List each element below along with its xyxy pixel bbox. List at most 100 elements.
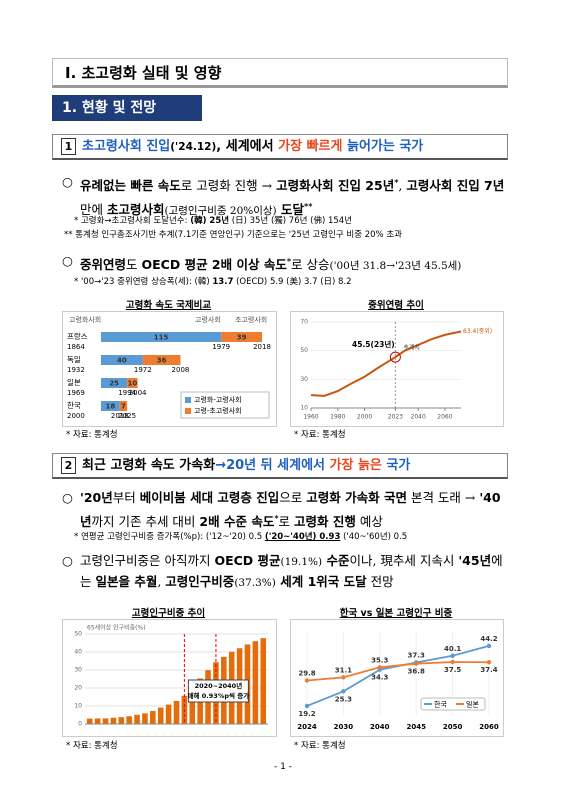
text-run: 수준	[322, 553, 350, 568]
text-run: 도	[126, 257, 142, 273]
chart: 10 30 50 70 1960 1980 2000 2023 2040 2060 45.5(23년…	[290, 311, 504, 427]
legend-box	[420, 697, 486, 711]
year-label: 2018	[111, 412, 129, 420]
text-run: 까지 기존 추세 대비	[91, 514, 200, 530]
text-run: (37.3%)	[234, 577, 276, 589]
y-tick-label: 70	[300, 319, 308, 326]
x-tick-label: 1960	[303, 414, 318, 421]
bar	[126, 716, 132, 724]
subsection-number: 2	[61, 457, 76, 474]
text-run: 초고령사회 진입	[82, 139, 171, 154]
point	[450, 659, 455, 665]
x-tick-label: 1980	[330, 414, 345, 421]
highlight	[389, 351, 401, 363]
y-tick-label: 20	[74, 685, 82, 692]
bullet: ○ 유례없는 빠른 속도로 고령화 진행 → 고령화사회 진입 25년*, 고령…	[62, 172, 508, 221]
category-label: 독일	[67, 355, 81, 364]
value-label: 40.1	[444, 645, 461, 653]
text-run: ('00년 31.8→'23년 45.5세)	[329, 260, 462, 273]
annotation: 추계치	[403, 344, 420, 352]
annotation-box	[187, 679, 249, 703]
axis-label: 65세이상 인구비중(%)	[87, 624, 146, 632]
text-runs: 초고령사회 진입('24.12), 세계에서 가장 빠르게 늙어가는 국가	[82, 139, 423, 154]
text-run: 중위연령	[80, 257, 127, 273]
text-run: 가장 빠르게	[278, 139, 343, 154]
bar	[150, 711, 156, 724]
annotation: 45.5(23년)	[352, 339, 395, 349]
text-run: ('40~'60년) 0.5	[340, 532, 408, 542]
year-label: 2004	[129, 389, 147, 397]
x-tick-label: 2023	[388, 414, 403, 421]
bar-segment	[142, 355, 181, 365]
annotation: 매해 0.93%p씩 증가	[188, 691, 250, 700]
source: * 자료: 통계청	[66, 430, 118, 440]
x-tick-label: 2060	[479, 723, 499, 731]
text-run: OECD 평균 2배 이상 속도	[141, 257, 287, 273]
x-tick-label: 2060	[437, 414, 452, 421]
value-label: 7	[121, 403, 126, 411]
text-run: 로	[278, 514, 294, 530]
bullet: ○ '20년부터 베이비붐 세대 고령층 진입으로 고령화 가속화 국면 본격 …	[62, 488, 508, 532]
value-label: 36	[157, 357, 167, 365]
text-run: 으로	[279, 490, 307, 505]
text-run: (OECD) 5.9 (美) 3.7 (日) 8.2	[233, 277, 352, 287]
value-label: 18	[106, 403, 116, 411]
text-run: 가장 늙은	[329, 458, 382, 473]
bullet: ○ 중위연령도 OECD 평균 2배 이상 속도*로 상승('00년 31.8→…	[62, 251, 508, 276]
value-label: 40	[117, 357, 127, 365]
text-run: 부터	[112, 490, 140, 505]
value-label: 10	[127, 380, 137, 388]
bar	[189, 687, 196, 724]
point	[486, 643, 492, 649]
chart-title: 고령화 속도 국제비교	[125, 300, 212, 311]
point	[341, 675, 346, 680]
legend-box	[180, 391, 270, 419]
text-run: 고령화 가속화 국면	[306, 490, 407, 505]
value-label: 36.8	[408, 668, 425, 676]
legend-swatch	[185, 397, 191, 403]
source: * 자료: 통계청	[294, 741, 346, 751]
text-run: 만에	[80, 202, 107, 218]
column-label: 초고령사회	[235, 315, 267, 324]
text-run: (韓) 25년	[190, 216, 230, 226]
bullet-marker: ○	[62, 553, 73, 568]
y-tick-label: 10	[74, 703, 82, 710]
text-runs: * 연평균 고령인구비중 증가폭(%p): ('12~'20) 0.5 ('20…	[74, 531, 514, 544]
text-run: 고령화사회 진입 25년	[276, 178, 395, 194]
point	[304, 703, 310, 709]
text-run: 세계 1위국 도달	[275, 574, 367, 589]
text-run: 국가	[381, 458, 411, 473]
text-runs: 고령인구비중은 아직까지 OECD 평균(19.1%) 수준이나, 現추세 지속…	[62, 551, 508, 593]
x-tick-label: 2000	[357, 414, 372, 421]
x-tick-label: 2045	[406, 723, 426, 731]
year-label: 2025	[118, 412, 136, 420]
x-tick-label: 2024	[297, 723, 317, 731]
text-run: '45년	[458, 553, 492, 568]
text-run: 고령사회 진입 7년	[406, 178, 505, 194]
value-label: 37.5	[444, 666, 461, 674]
text-run: 전망	[366, 574, 394, 589]
text-run: 유례없는 빠른 속도	[80, 178, 181, 194]
year-label: 2000	[67, 412, 85, 420]
y-tick-label: 30	[300, 376, 308, 383]
bullet-marker: ○	[62, 490, 73, 505]
text-run: (19.1%)	[280, 556, 323, 568]
value-label: 35.3	[371, 656, 388, 664]
value-label: 44.2	[480, 635, 497, 643]
text-run: *	[394, 177, 399, 187]
text-run: ,	[157, 574, 166, 589]
bar-segment	[119, 401, 128, 411]
value-label: 37.4	[480, 666, 497, 674]
text-run: ('20~'40년) 0.93	[264, 532, 341, 542]
y-tick-label: 50	[300, 347, 308, 354]
year-label: 1972	[134, 366, 152, 374]
text-run: 늙어가는 국가	[342, 139, 424, 154]
legend-label: 한국	[434, 701, 447, 709]
bar-segment	[221, 332, 262, 342]
point	[414, 661, 419, 666]
value-label: 19.2	[298, 710, 315, 718]
subsection-heading: 2 최근 고령화 속도 가속화→20년 뒤 세계에서 가장 늙은 국가	[52, 453, 508, 479]
text-run: *	[274, 513, 279, 523]
legend-label: 고령화-고령사회	[194, 395, 242, 404]
text-run: 13.7	[212, 277, 234, 287]
